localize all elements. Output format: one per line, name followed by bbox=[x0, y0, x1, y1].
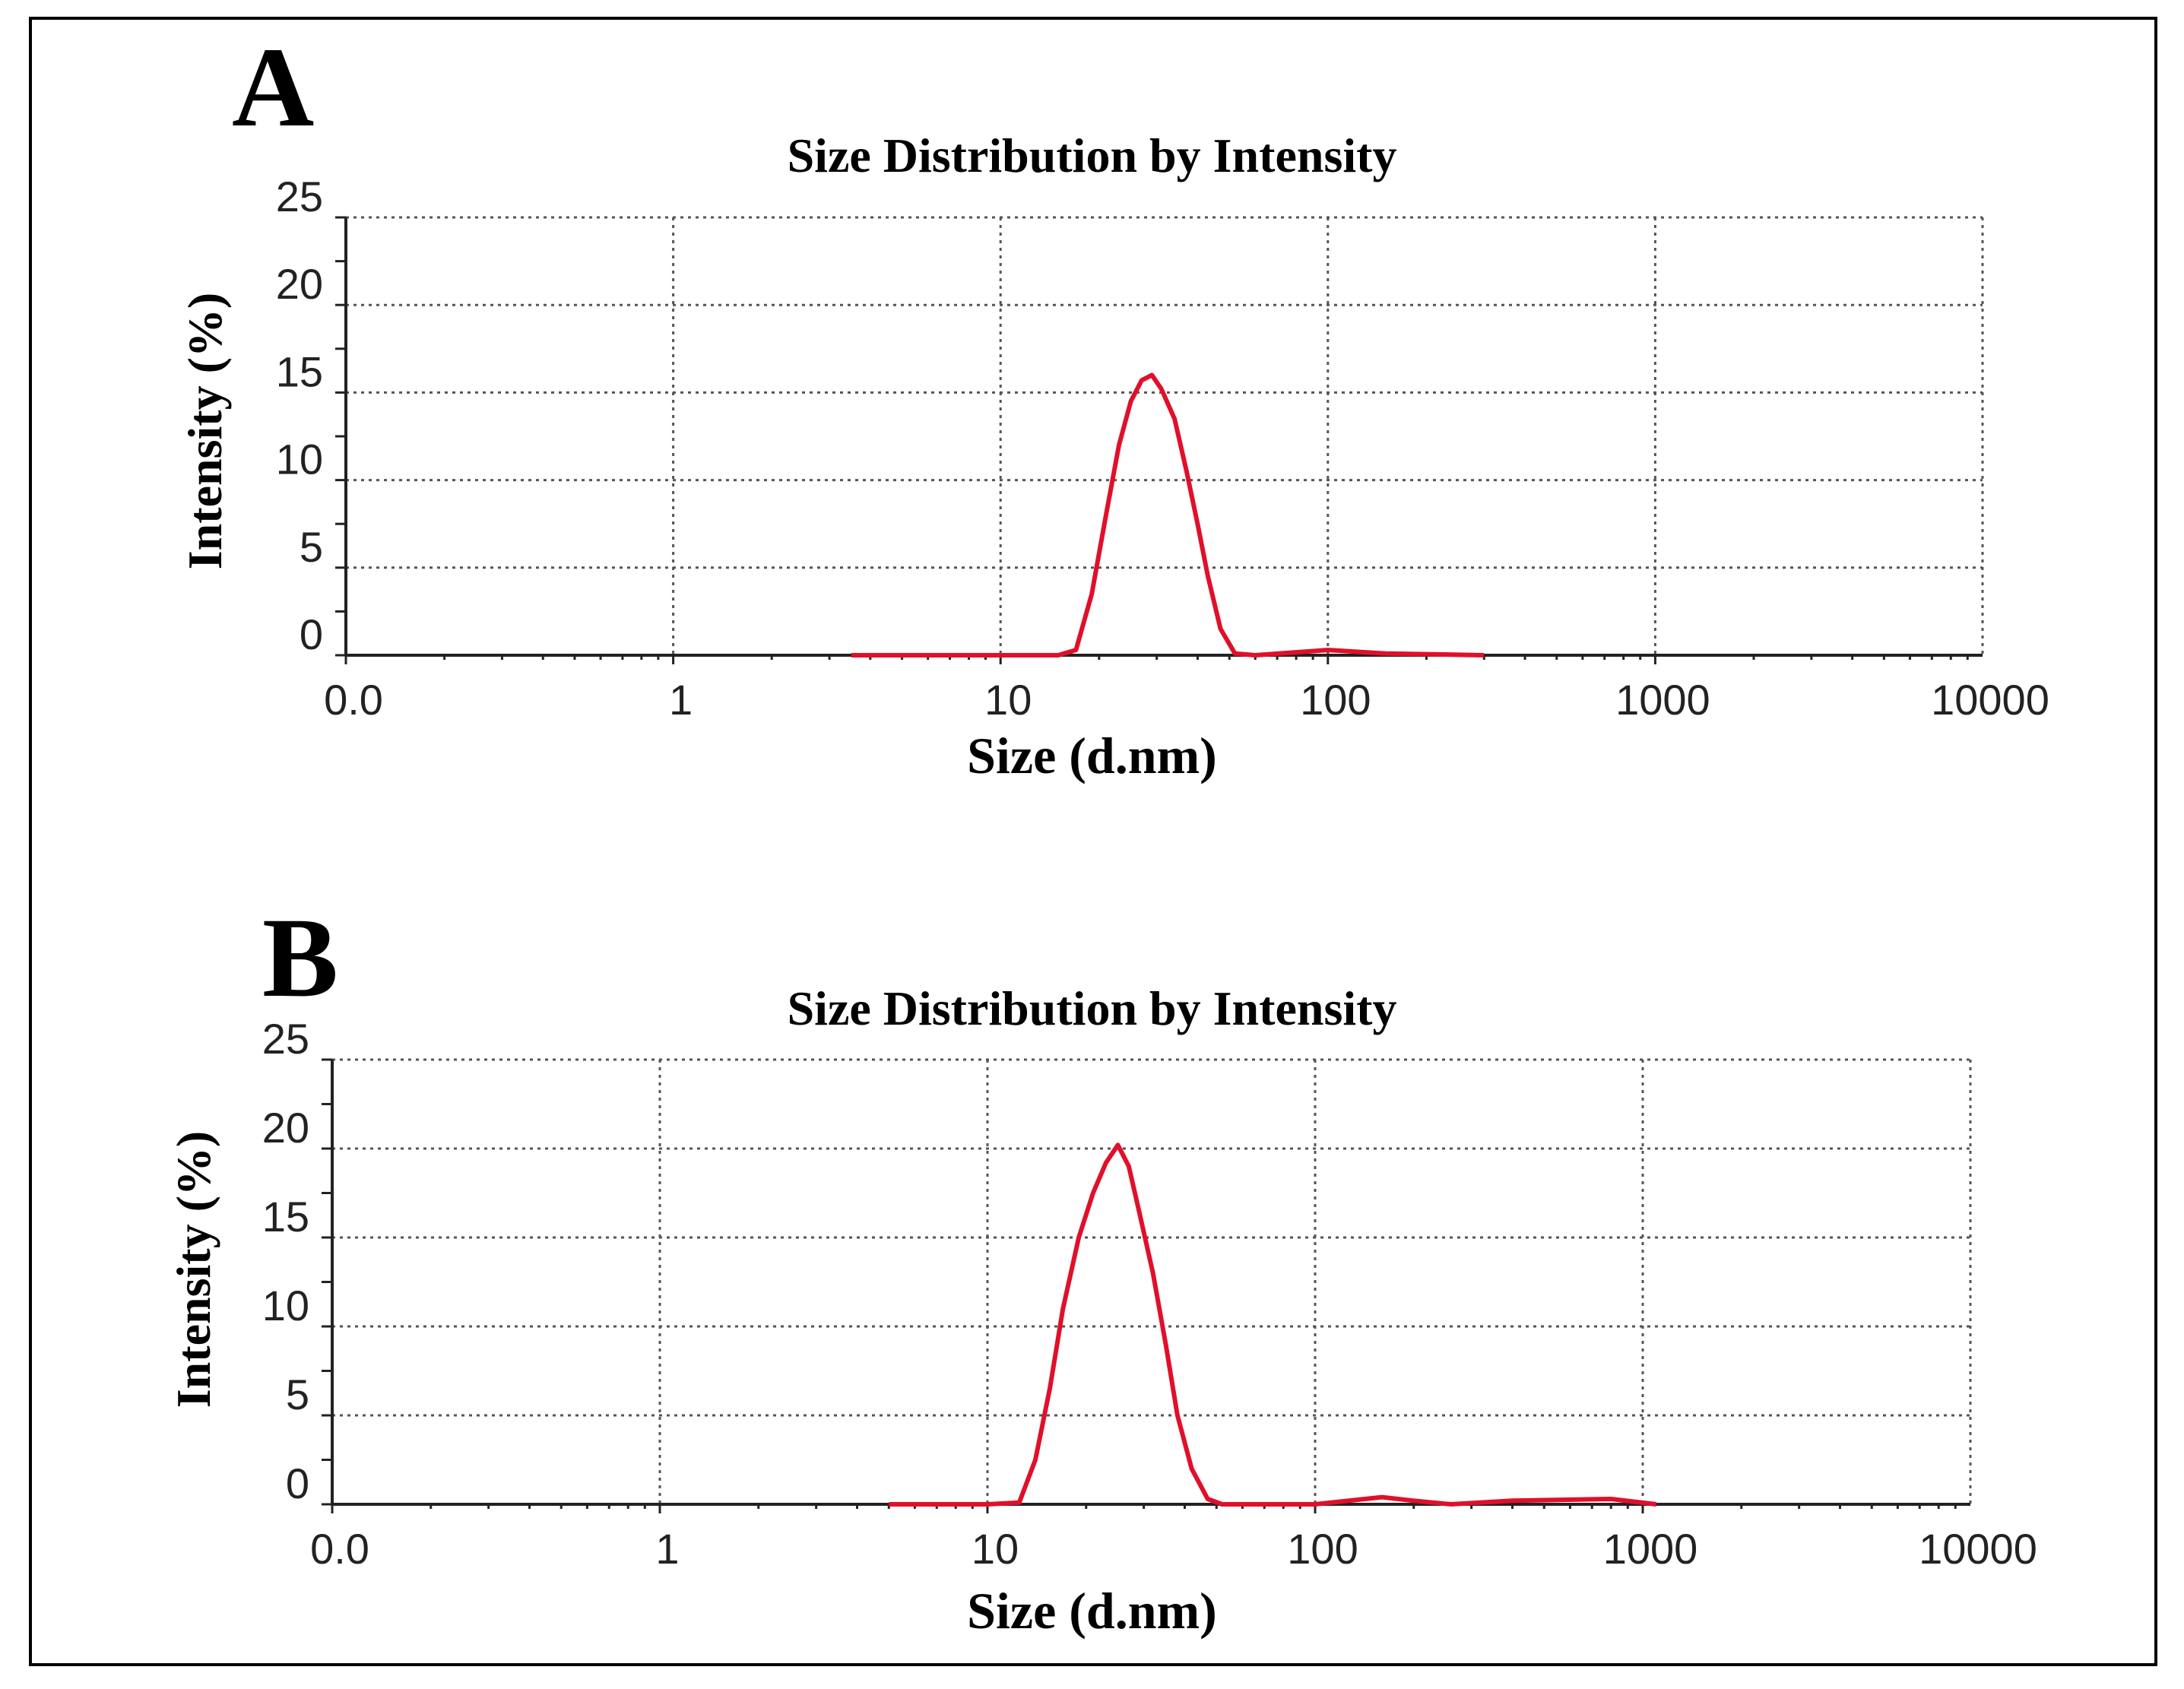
y-tick-label-b: 15 bbox=[262, 1193, 309, 1241]
x-tick-label-a: 10000 bbox=[1931, 676, 2049, 724]
y-tick-label-a: 0 bbox=[300, 610, 323, 658]
y-tick-label-b: 5 bbox=[286, 1371, 309, 1418]
y-tick-label-b: 0 bbox=[286, 1459, 309, 1507]
x-tick-label-b: 1 bbox=[655, 1525, 679, 1573]
chart-b: 0 5 10 15 20 25 0.0 1 10 100 1000 10000 bbox=[262, 1015, 2037, 1573]
x-tick-label-b: 1000 bbox=[1603, 1525, 1698, 1573]
x-tick-label-b: 10 bbox=[972, 1525, 1019, 1573]
y-tick-label-b: 20 bbox=[262, 1104, 309, 1152]
y-tick-label-a: 25 bbox=[276, 173, 323, 220]
x-tick-label-a: 1 bbox=[669, 676, 693, 724]
series-line-a bbox=[851, 372, 1485, 658]
panel-letter-b: B bbox=[262, 895, 339, 1021]
y-tick-label-a: 10 bbox=[276, 436, 323, 483]
chart-title-b: Size Distribution by Intensity bbox=[787, 981, 1397, 1035]
x-tick-label-a: 10 bbox=[984, 676, 1032, 724]
panel-a: A Size Distribution by Intensity Intensi… bbox=[0, 0, 2184, 836]
y-tick-label-b: 25 bbox=[262, 1015, 309, 1063]
x-tick-label-b: 0.0 bbox=[310, 1525, 369, 1573]
x-tick-label-a: 1000 bbox=[1615, 676, 1710, 724]
y-tick-label-b: 10 bbox=[262, 1282, 309, 1329]
x-axis-label-b: Size (d.nm) bbox=[967, 1582, 1217, 1640]
x-axis-label-a: Size (d.nm) bbox=[967, 727, 1217, 784]
panel-b: B Size Distribution by Intensity Intensi… bbox=[0, 851, 2184, 1687]
figure-frame bbox=[29, 17, 2157, 1666]
y-tick-label-a: 5 bbox=[300, 523, 323, 571]
x-tick-label-a: 100 bbox=[1300, 676, 1371, 724]
y-tick-label-a: 15 bbox=[276, 347, 323, 395]
chart-title-a: Size Distribution by Intensity bbox=[787, 128, 1397, 182]
x-tick-label-a: 0.0 bbox=[324, 676, 383, 724]
series-line-b bbox=[889, 1142, 1657, 1507]
x-tick-label-b: 100 bbox=[1287, 1525, 1358, 1573]
chart-a: 0 5 10 15 20 25 0.0 1 10 100 1000 10000 bbox=[276, 173, 2049, 724]
panel-letter-a: A bbox=[232, 24, 315, 151]
y-tick-label-a: 20 bbox=[276, 260, 323, 308]
x-tick-label-b: 10000 bbox=[1919, 1525, 2037, 1573]
